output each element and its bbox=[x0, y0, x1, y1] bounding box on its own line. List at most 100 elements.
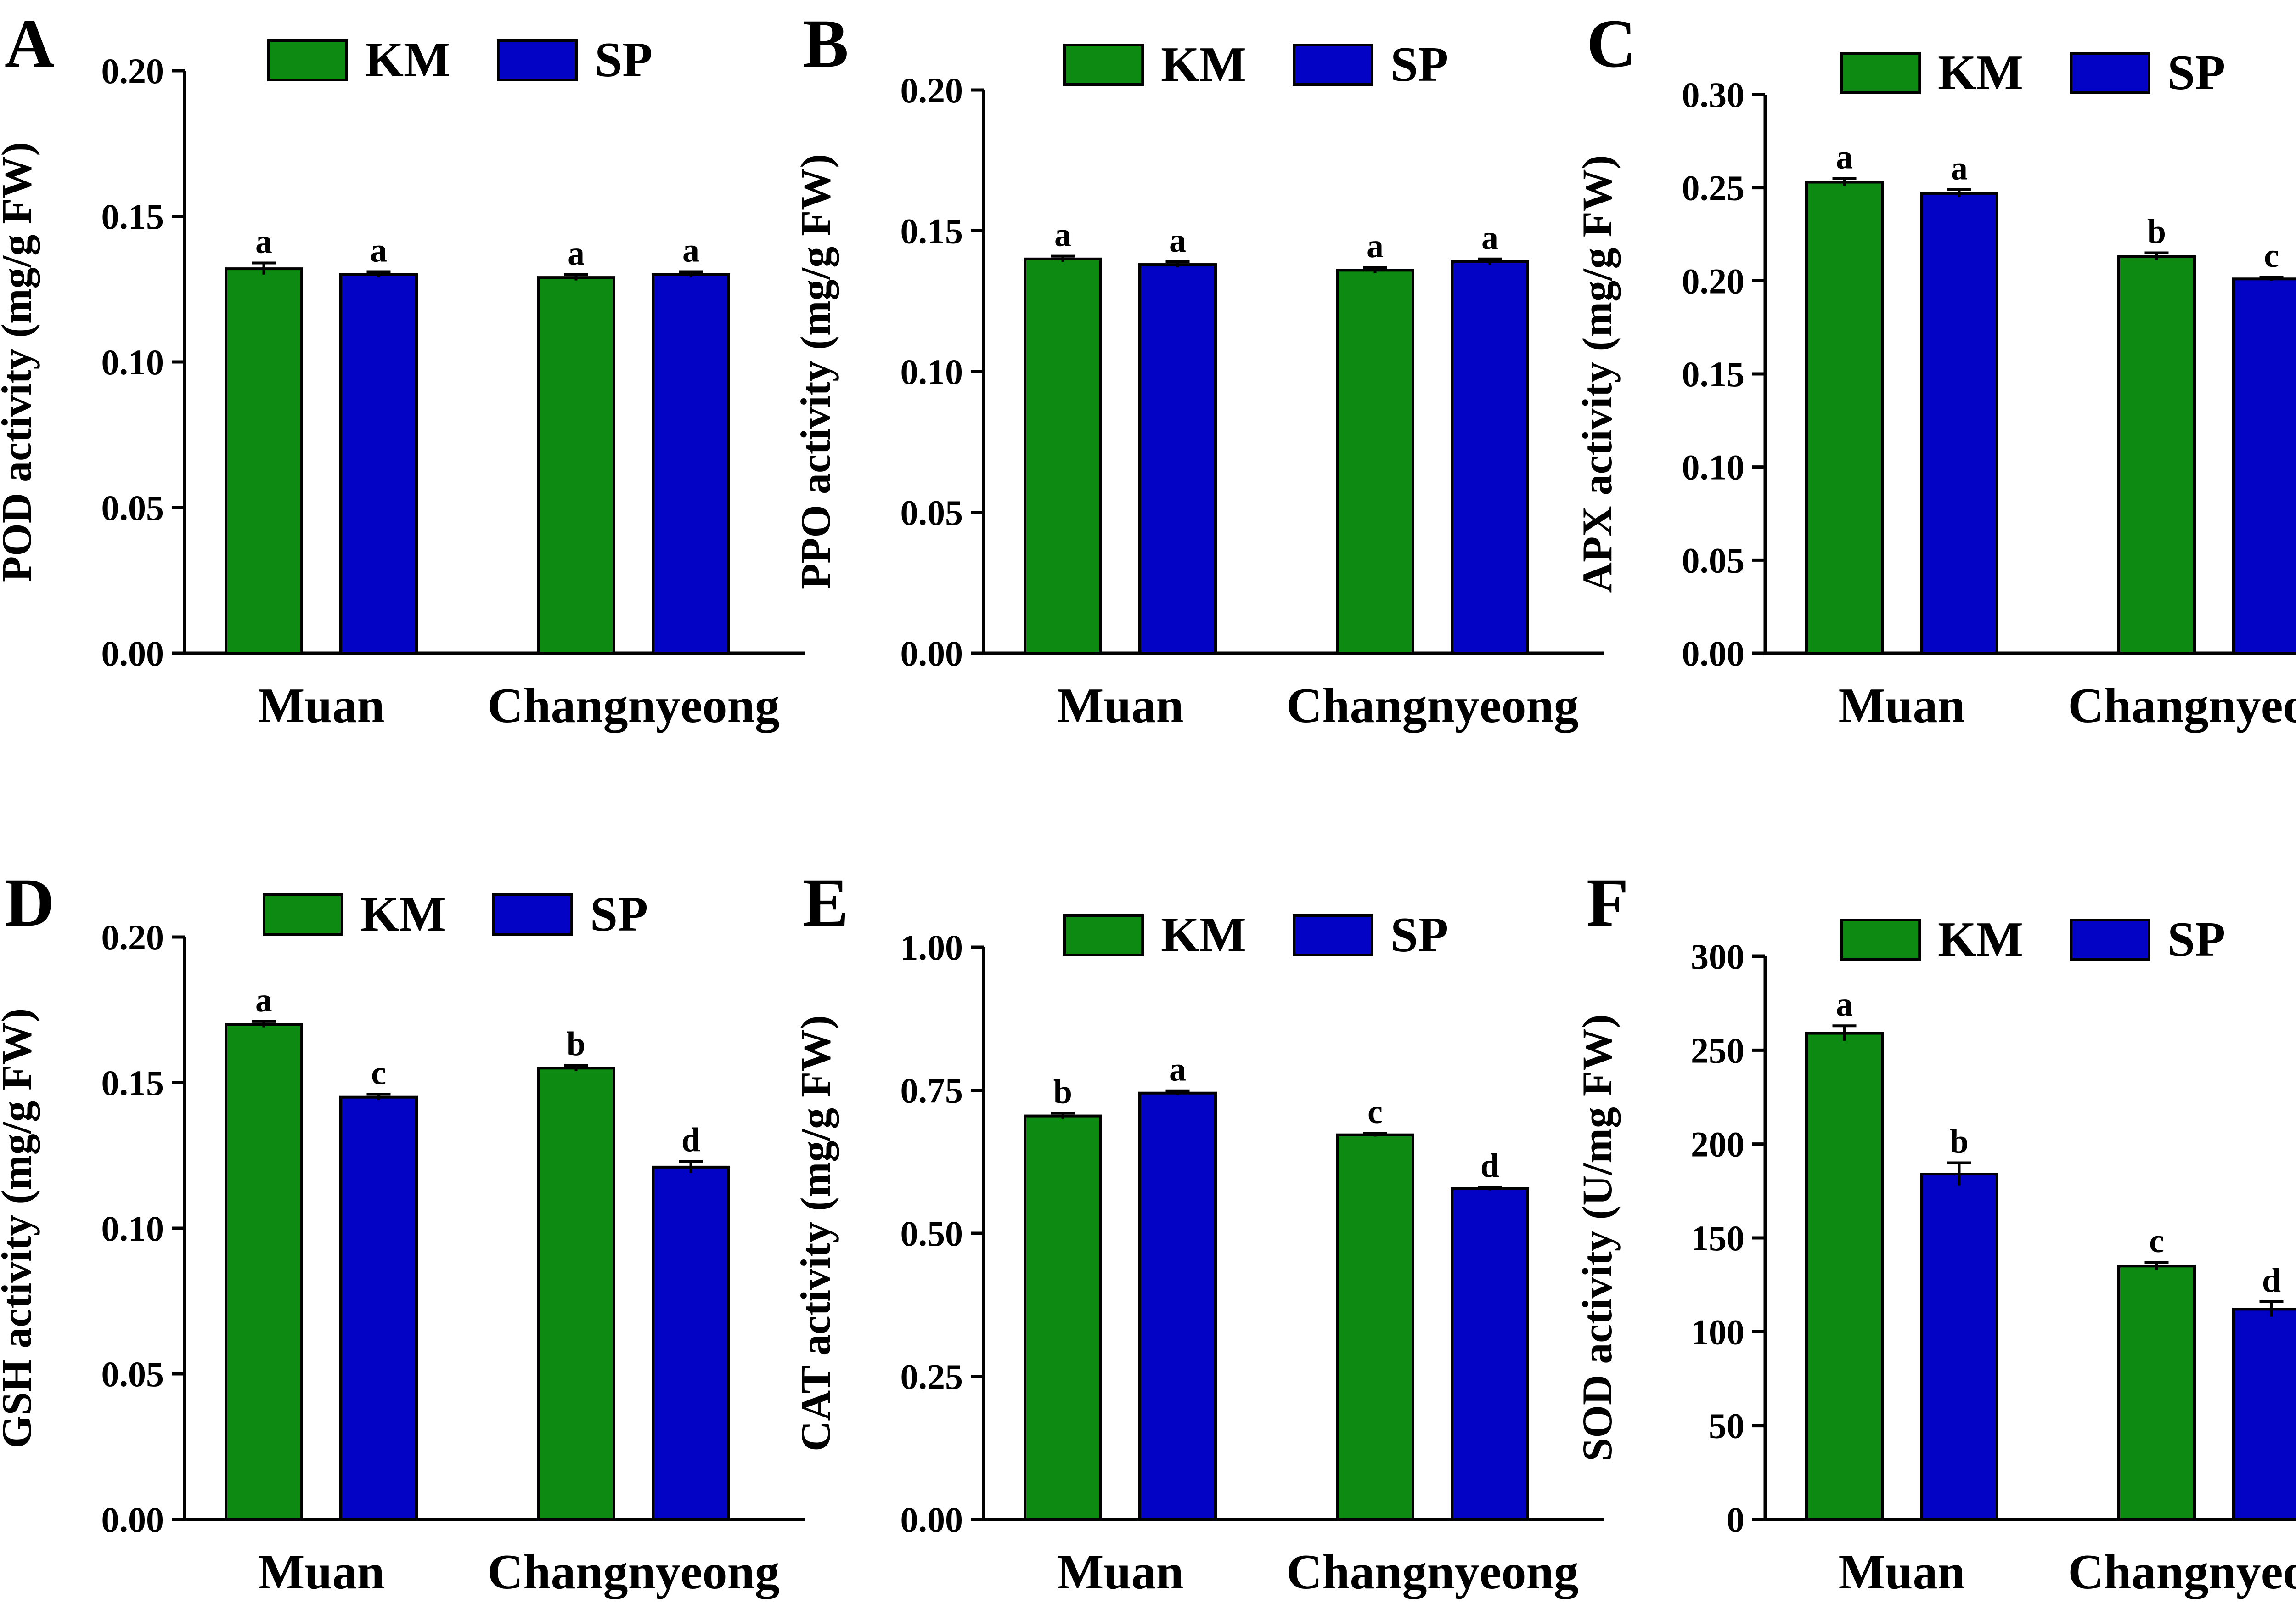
panel-letter: F bbox=[1587, 864, 1629, 941]
y-axis-title: APX activity (mg/g FW) bbox=[1574, 155, 1621, 593]
y-tick-label: 0.00 bbox=[900, 1500, 963, 1540]
bar-sp-muan bbox=[339, 1095, 418, 1521]
y-tick-label: 100 bbox=[1691, 1312, 1745, 1352]
y-tick-label: 300 bbox=[1691, 937, 1745, 977]
panel-letter: B bbox=[803, 6, 849, 82]
legend-swatch-km bbox=[1063, 44, 1144, 86]
significance-letter: c bbox=[2264, 237, 2279, 275]
legend-label-sp: SP bbox=[1390, 908, 1448, 962]
significance-letter: a bbox=[1836, 138, 1853, 176]
y-tick-label: 0.50 bbox=[900, 1214, 963, 1254]
legend-swatch-sp bbox=[2070, 919, 2150, 961]
legend-label-km: KM bbox=[360, 887, 446, 942]
legend-label-sp: SP bbox=[2167, 45, 2225, 100]
x-category-label: Changnyeong bbox=[487, 1545, 779, 1599]
y-tick-label: 0.20 bbox=[1682, 261, 1745, 301]
panel-letter: C bbox=[1587, 6, 1636, 82]
x-category-label: Muan bbox=[1838, 678, 1965, 733]
bar-sp-muan bbox=[1138, 1091, 1217, 1521]
y-tick-label: 0.20 bbox=[101, 917, 164, 957]
legend-label-sp: SP bbox=[2167, 912, 2225, 967]
y-tick-label: 0.25 bbox=[900, 1357, 963, 1397]
significance-letter: c bbox=[2149, 1222, 2164, 1260]
bar-sp-muan bbox=[1138, 263, 1217, 655]
legend: KM SP bbox=[263, 887, 648, 942]
panel-b: B 0.00 0.05 0.10 0.15 0.20 PPO activity (mg/g … bbox=[792, 6, 1604, 733]
x-category-label: Changnyeong bbox=[487, 678, 779, 733]
legend-swatch-km bbox=[267, 39, 348, 81]
bar-sp-changnyeong bbox=[1451, 1187, 1529, 1521]
y-tick-label: 200 bbox=[1691, 1124, 1745, 1164]
significance-letter: a bbox=[1367, 227, 1384, 265]
x-category-label: Muan bbox=[258, 1545, 384, 1599]
y-tick-label: 150 bbox=[1691, 1218, 1745, 1258]
bar-km-muan bbox=[1024, 257, 1102, 655]
x-category-label: Muan bbox=[1057, 1545, 1183, 1599]
panel-letter: A bbox=[5, 6, 54, 82]
bar-sp-changnyeong bbox=[1451, 260, 1529, 655]
panel-e: E 0.00 0.25 0.50 0.75 1.00 CAT activity (mg/g … bbox=[792, 864, 1604, 1599]
y-tick-label: 0.10 bbox=[101, 342, 164, 382]
y-axis-title: SOD activity (U/mg FW) bbox=[1574, 1014, 1621, 1462]
y-tick-label: 0 bbox=[1727, 1500, 1745, 1540]
y-tick-label: 1.00 bbox=[900, 927, 963, 967]
legend-label-sp: SP bbox=[595, 33, 653, 87]
y-tick-label: 0.05 bbox=[101, 488, 164, 528]
panel-letter: E bbox=[803, 864, 849, 941]
y-tick-label: 0.00 bbox=[900, 633, 963, 673]
y-axis-title: GSH activity (mg/g FW) bbox=[0, 1008, 40, 1448]
bar-sp-changnyeong bbox=[652, 1165, 730, 1521]
bar-km-muan bbox=[1805, 1032, 1884, 1521]
panel-a: A 0.00 0.05 0.10 0.15 0.20 POD activity (mg/g … bbox=[0, 6, 805, 733]
y-tick-label: 0.10 bbox=[1682, 447, 1745, 487]
significance-letter: d bbox=[2262, 1262, 2281, 1299]
panel-letter: D bbox=[5, 864, 54, 941]
bar-km-changnyeong bbox=[1336, 269, 1414, 655]
bar-km-muan bbox=[1024, 1114, 1102, 1521]
significance-letter: d bbox=[681, 1121, 700, 1159]
legend-swatch-sp bbox=[497, 39, 578, 81]
bar-sp-changnyeong bbox=[652, 273, 730, 655]
legend: KM SP bbox=[1840, 912, 2225, 967]
x-category-label: Muan bbox=[1057, 678, 1183, 733]
legend: KM SP bbox=[1063, 37, 1448, 92]
significance-letter: b bbox=[2147, 213, 2166, 251]
significance-letter: c bbox=[371, 1054, 386, 1092]
legend-label-sp: SP bbox=[1390, 37, 1448, 92]
significance-letter: a bbox=[1836, 986, 1853, 1023]
legend-swatch-km bbox=[263, 893, 343, 936]
legend-swatch-km bbox=[1840, 52, 1921, 94]
y-tick-label: 0.00 bbox=[1682, 633, 1745, 673]
y-tick-label: 0.05 bbox=[101, 1354, 164, 1394]
bar-sp-muan bbox=[339, 273, 418, 655]
y-tick-label: 0.15 bbox=[1682, 354, 1745, 394]
x-category-label: Changnyeong bbox=[1286, 678, 1578, 733]
significance-letter: a bbox=[1054, 216, 1071, 254]
legend-label-km: KM bbox=[1161, 37, 1246, 92]
y-tick-label: 250 bbox=[1691, 1030, 1745, 1070]
y-tick-label: 0.10 bbox=[900, 352, 963, 392]
bar-km-changnyeong bbox=[537, 276, 615, 655]
panel-d: D 0.00 0.05 0.10 0.15 0.20 GSH activity (mg/g … bbox=[0, 864, 805, 1599]
y-tick-label: 0.00 bbox=[101, 633, 164, 673]
bar-km-muan bbox=[225, 267, 303, 655]
bar-km-muan bbox=[225, 1023, 303, 1521]
y-axis-title: PPO activity (mg/g FW) bbox=[792, 154, 839, 589]
y-tick-label: 0.30 bbox=[1682, 75, 1745, 115]
y-axis-title: CAT activity (mg/g FW) bbox=[792, 1015, 839, 1451]
significance-letter: a bbox=[1951, 150, 1968, 187]
bar-km-changnyeong bbox=[2117, 255, 2196, 655]
x-category-label: Muan bbox=[1838, 1545, 1965, 1599]
panel-c: C 0.00 0.05 0.10 0.15 0.20 0.25 0.30 APX activit… bbox=[1574, 6, 2296, 733]
x-category-label: Changnyeong bbox=[2068, 1545, 2296, 1599]
significance-letter: b bbox=[567, 1025, 585, 1063]
legend-swatch-sp bbox=[1293, 44, 1373, 86]
panel-f: F 0 50 100 150 200 250 300 SOD activity (U/mg FW… bbox=[1574, 864, 2296, 1599]
y-tick-label: 0.20 bbox=[900, 70, 963, 110]
y-tick-label: 0.15 bbox=[101, 197, 164, 237]
y-tick-label: 0.15 bbox=[101, 1063, 164, 1103]
y-tick-label: 0.05 bbox=[1682, 540, 1745, 580]
significance-letter: a bbox=[1481, 219, 1498, 257]
significance-letter: a bbox=[370, 232, 387, 269]
